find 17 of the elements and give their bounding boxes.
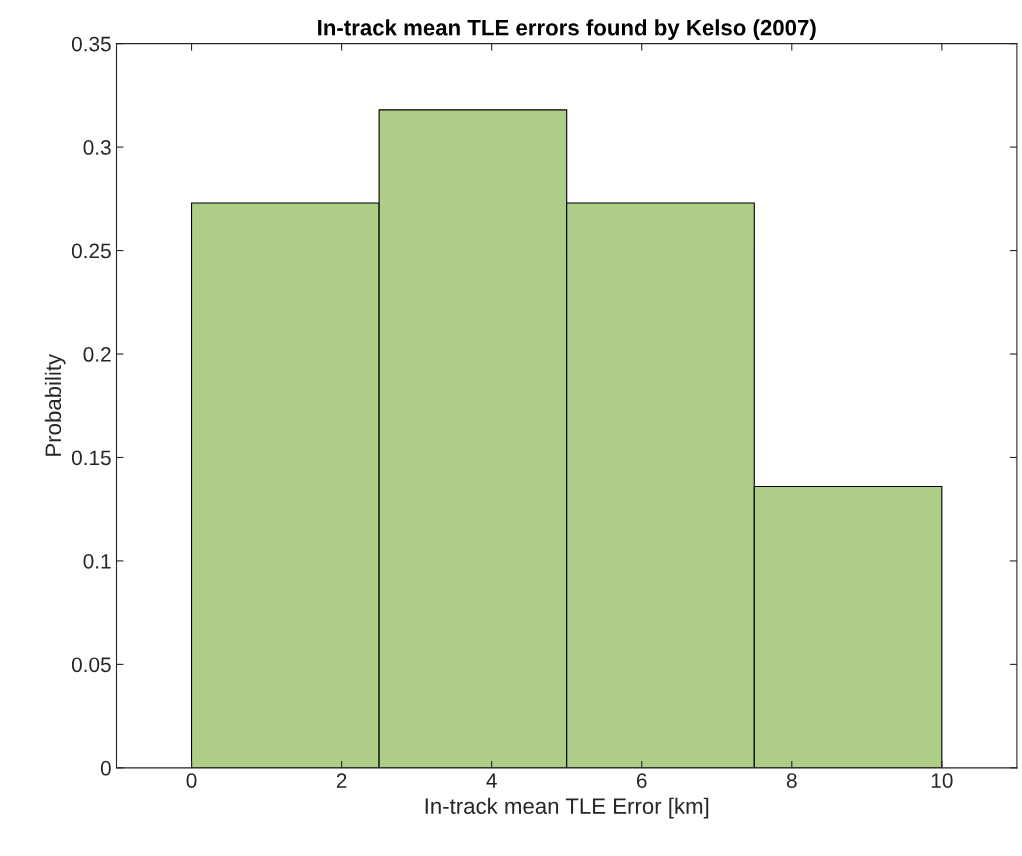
x-tick-label: 0 <box>186 773 197 788</box>
x-tick-label: 8 <box>786 773 797 788</box>
y-axis-title: Probability <box>44 353 66 456</box>
y-tick-label: 0.15 <box>71 450 111 466</box>
y-tick-label: 0.1 <box>83 553 111 569</box>
x-axis-title: In-track mean TLE Error [km] <box>425 797 709 819</box>
y-tick-label: 0.2 <box>83 347 111 362</box>
chart-title: In-track mean TLE errors found by Kelso (2007) <box>318 19 816 40</box>
y-tick-label: 0.35 <box>71 36 111 52</box>
y-tick-label: 0.3 <box>83 140 111 155</box>
y-tick-label: 0.25 <box>71 243 111 259</box>
x-tick-label: 2 <box>336 773 347 788</box>
x-tick-label: 4 <box>486 773 497 788</box>
y-tick-label: 0.05 <box>71 657 111 673</box>
x-tick-label: 10 <box>931 773 953 788</box>
x-tick-label: 6 <box>637 773 647 788</box>
y-tick-label: 0 <box>100 760 111 776</box>
